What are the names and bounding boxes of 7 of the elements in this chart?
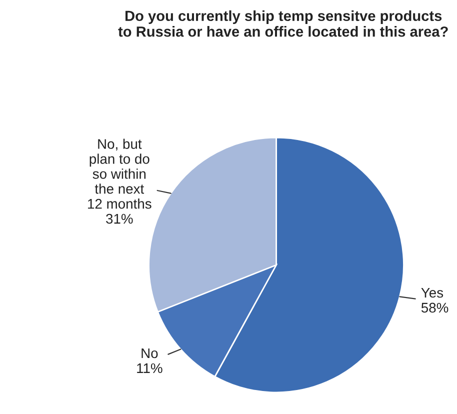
data-label: 31% (106, 214, 133, 224)
data-label: 11% (137, 363, 162, 374)
chart-title: Do you currently ship temp sensitve products to Russia or have an office located in this area? (118, 10, 448, 37)
slice-label: Yes (421, 288, 444, 298)
data-label: 58% (421, 302, 448, 313)
slice-label: No (142, 348, 158, 358)
slice-label: No, but plan to do so within the next 12 months (88, 138, 152, 209)
